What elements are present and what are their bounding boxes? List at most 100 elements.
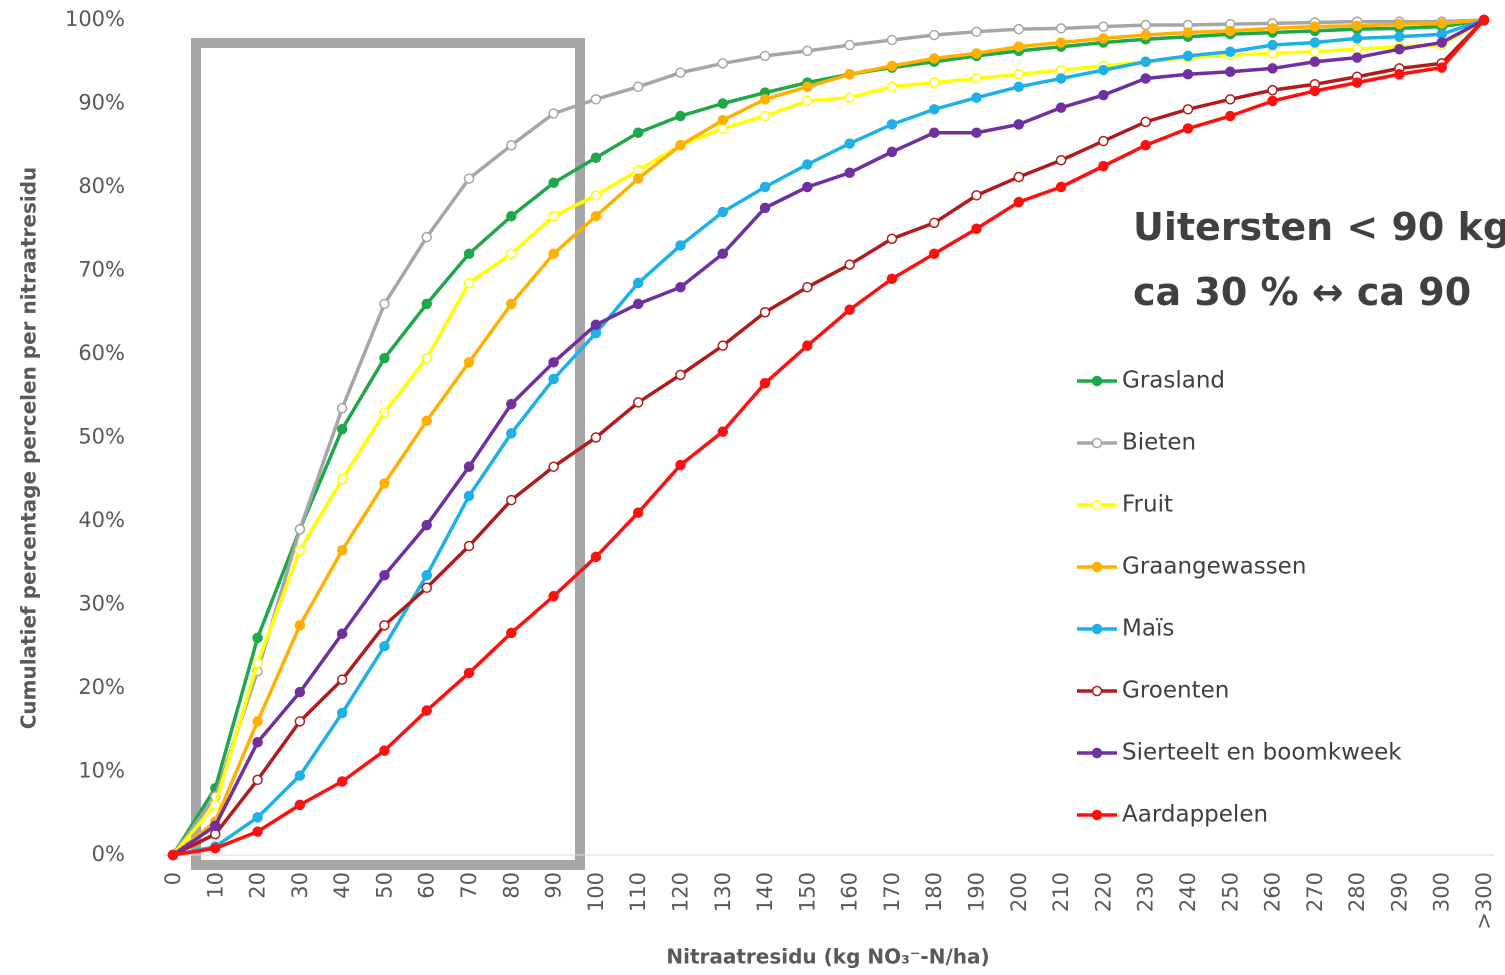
- y-tick-label: 100%: [65, 7, 125, 31]
- data-point: [294, 524, 306, 535]
- data-point: [675, 281, 686, 293]
- data-point: [971, 92, 982, 103]
- data-point: [336, 628, 348, 639]
- data-point: [675, 240, 686, 251]
- y-axis-label: Cumulatief percentage percelen per nitra…: [17, 167, 41, 730]
- data-point: [1055, 73, 1067, 84]
- x-tick-label: 100: [584, 872, 608, 912]
- data-point: [1182, 69, 1194, 80]
- data-point: [971, 73, 982, 84]
- data-point: [1013, 23, 1025, 35]
- data-point: [421, 582, 432, 594]
- y-tick-label: 30%: [78, 592, 125, 616]
- x-axis-label: Nitraatresidu (kg NO₃⁻-N/ha): [666, 945, 989, 969]
- data-point: [1098, 89, 1109, 101]
- series-line: [171, 18, 1485, 857]
- data-point: [1351, 77, 1363, 88]
- data-point: [590, 94, 602, 105]
- data-point: [632, 173, 644, 184]
- data-point: [252, 774, 263, 786]
- data-point: [506, 398, 517, 410]
- y-tick-label: 0%: [92, 842, 125, 866]
- data-point: [717, 426, 729, 437]
- data-point: [421, 415, 432, 427]
- data-point: [463, 173, 475, 184]
- data-point: [1055, 181, 1067, 193]
- data-point: [1140, 19, 1151, 31]
- data-point: [1225, 25, 1236, 37]
- x-tick-label: 230: [1134, 872, 1158, 912]
- data-point: [1267, 84, 1278, 96]
- data-point: [421, 519, 432, 531]
- data-point: [252, 657, 263, 669]
- data-point: [548, 108, 559, 119]
- data-point: [1182, 123, 1194, 134]
- data-point: [1098, 64, 1109, 76]
- series-line: [172, 18, 1485, 857]
- data-point: [548, 373, 559, 385]
- x-tick-label: 220: [1091, 872, 1115, 912]
- y-tick-label: 10%: [78, 759, 125, 783]
- x-tick-label: 140: [753, 872, 777, 912]
- data-point: [1436, 62, 1447, 73]
- data-point: [1267, 39, 1278, 51]
- x-tick-label: 150: [795, 872, 819, 912]
- data-point: [506, 494, 517, 506]
- data-point: [421, 570, 432, 581]
- x-tick-label: 70: [457, 872, 481, 899]
- annotation: ca 30 % ↔ ca 90: [1133, 270, 1471, 314]
- data-point: [675, 459, 686, 471]
- data-point: [1436, 18, 1447, 29]
- data-point: [886, 34, 898, 46]
- data-point: [421, 231, 432, 243]
- data-point: [506, 248, 517, 260]
- data-point: [1055, 155, 1067, 166]
- data-point: [548, 590, 559, 602]
- x-tick-label: 240: [1176, 872, 1200, 912]
- x-tick-label: 290: [1387, 872, 1411, 912]
- data-point: [1140, 56, 1151, 67]
- data-point: [1309, 85, 1321, 97]
- data-point: [675, 140, 686, 151]
- data-point: [463, 490, 475, 502]
- data-point: [802, 281, 813, 293]
- data-point: [294, 799, 306, 811]
- data-point: [548, 210, 559, 222]
- data-point: [802, 181, 813, 193]
- data-point: [1013, 119, 1025, 130]
- data-point: [252, 716, 263, 727]
- data-point: [886, 273, 898, 285]
- data-point: [1351, 52, 1363, 63]
- data-point: [1182, 50, 1194, 62]
- x-tick-label: 210: [1049, 872, 1073, 912]
- legend-marker: [1091, 623, 1103, 635]
- data-point: [928, 127, 940, 138]
- data-point: [548, 357, 559, 368]
- data-point: [844, 39, 855, 51]
- x-tick-label: 30: [288, 872, 312, 899]
- data-point: [886, 60, 898, 72]
- data-point: [379, 641, 390, 652]
- data-point: [1098, 21, 1109, 32]
- data-point: [590, 319, 602, 331]
- data-point: [1182, 104, 1194, 115]
- data-point: [1055, 102, 1067, 113]
- data-point: [802, 340, 813, 351]
- data-point: [1309, 21, 1321, 32]
- data-point: [1098, 135, 1109, 147]
- data-point: [336, 776, 348, 787]
- data-point: [336, 423, 348, 435]
- data-point: [971, 26, 982, 37]
- data-point: [1309, 56, 1321, 67]
- data-point: [210, 799, 221, 811]
- data-point: [1267, 95, 1278, 107]
- data-point: [379, 745, 390, 756]
- data-point: [210, 820, 221, 832]
- data-point: [1267, 63, 1278, 74]
- legend-marker: [1091, 499, 1103, 511]
- data-point: [548, 248, 559, 260]
- data-point: [844, 167, 855, 179]
- data-point: [632, 81, 644, 93]
- data-point: [928, 29, 940, 41]
- y-tick-label: 60%: [78, 341, 125, 365]
